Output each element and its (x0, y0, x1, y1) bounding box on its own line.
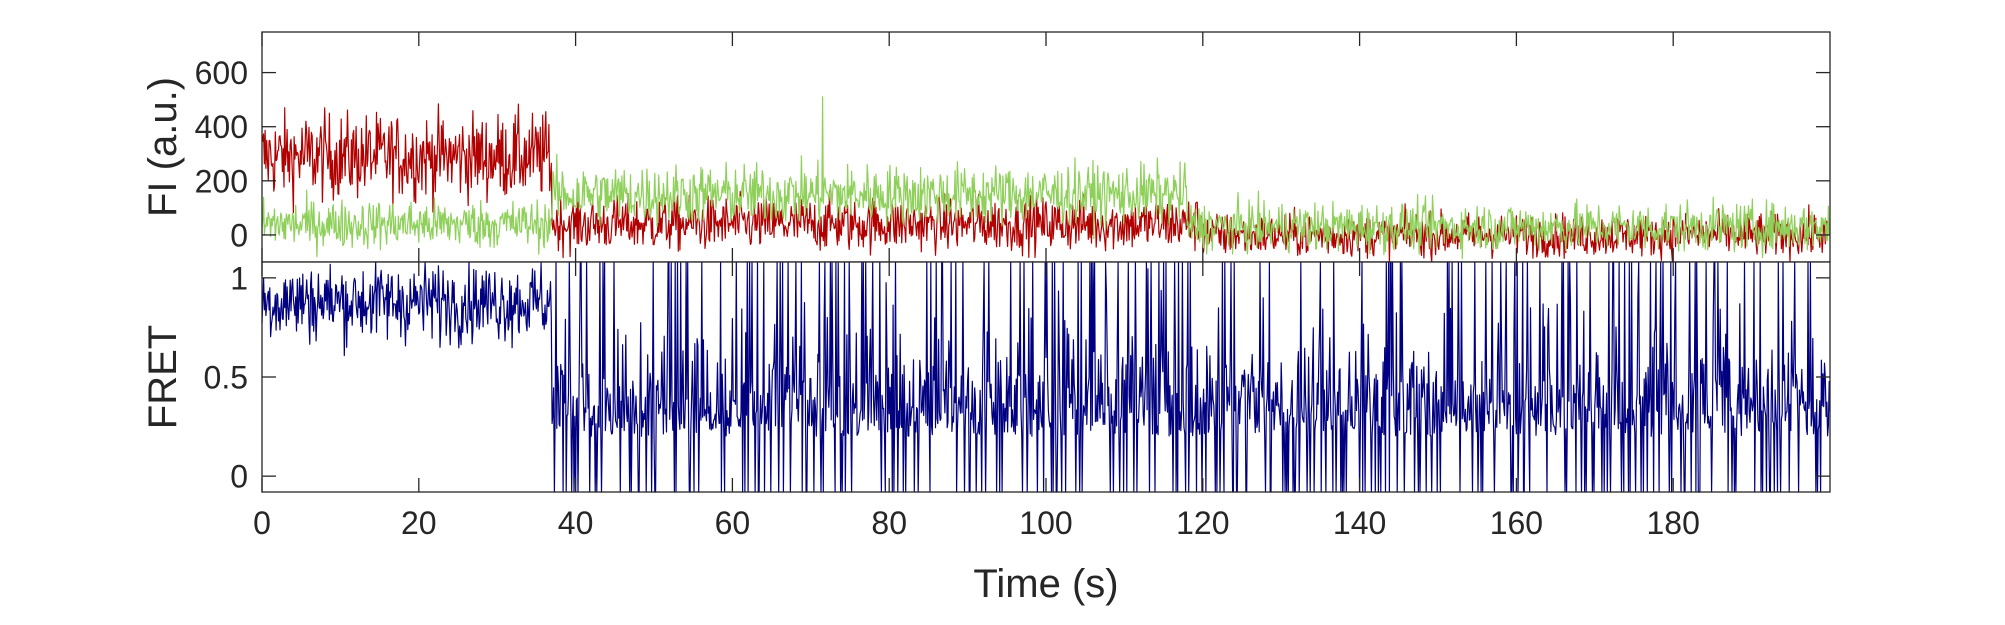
fret-x-ticks: 0 20 40 60 80 100 120 140 160 180 (253, 262, 1700, 541)
fret-y-tick-label: 1 (230, 260, 248, 296)
fret-x-tick-label: 180 (1647, 505, 1700, 541)
fret-panel: 00.51 0 20 40 60 80 100 120 140 160 180 FRET Time… (141, 260, 1831, 606)
fret-x-tick-label: 20 (401, 505, 437, 541)
fluorescence-y-tick-label: 0 (230, 217, 248, 253)
fret-y-tick-label: 0 (230, 459, 248, 495)
fret-x-tick-label: 140 (1333, 505, 1386, 541)
x-axis-label: Time (s) (973, 562, 1118, 606)
fluorescence-y-tick-label: 400 (195, 109, 248, 145)
fluorescence-y-tick-label: 600 (195, 55, 248, 91)
fluorescence-x-ticks (261, 32, 1674, 262)
fret-trace-0 (261, 261, 1831, 493)
fluorescence-y-tick-label: 200 (195, 163, 248, 199)
fret-x-tick-label: 160 (1490, 505, 1543, 541)
fret-x-tick-label: 120 (1176, 505, 1229, 541)
fret-y-tick-label: 0.5 (204, 360, 248, 396)
fret-x-tick-label: 100 (1019, 505, 1072, 541)
fret-y-ticks: 00.51 (204, 260, 1830, 495)
fret-traces (261, 261, 1831, 493)
fluorescence-panel: 0 200 400 600 FI (a.u.) (141, 31, 1831, 263)
fret-x-tick-label: 0 (253, 505, 271, 541)
fret-x-tick-label: 80 (871, 505, 907, 541)
fluorescence-y-ticks: 0 200 400 600 (195, 55, 1830, 253)
fluorescence-y-axis-label: FI (a.u.) (141, 77, 185, 217)
fret-x-tick-label: 60 (715, 505, 751, 541)
fret-x-tick-label: 40 (558, 505, 594, 541)
fret-y-axis-label: FRET (141, 325, 185, 429)
fluorescence-traces (261, 96, 1831, 263)
fluorescence-trace-1 (261, 96, 1831, 260)
